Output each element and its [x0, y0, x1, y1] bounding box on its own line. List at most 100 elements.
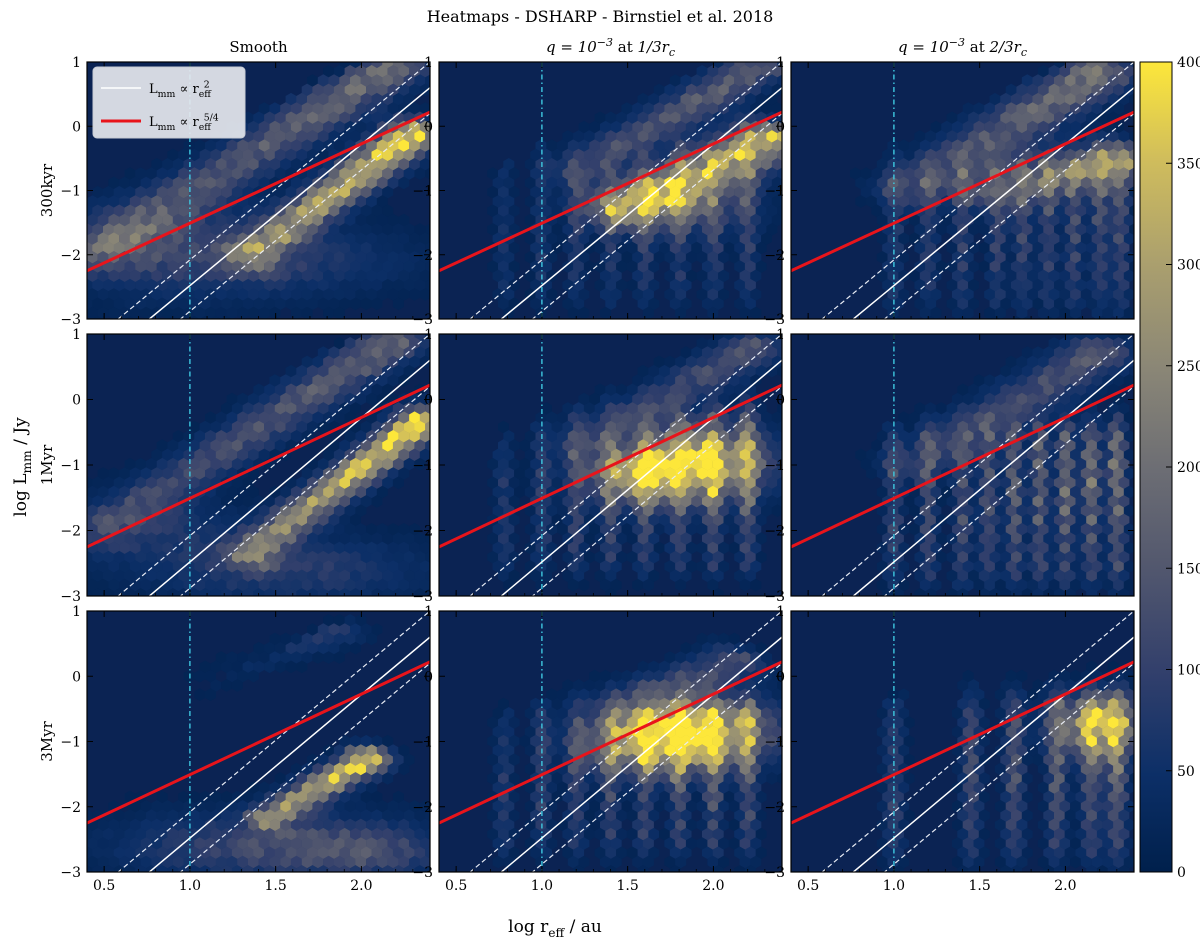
- hexbin-cell: [253, 241, 265, 255]
- hexbin-cell: [376, 232, 388, 245]
- hexbin-cell: [280, 120, 292, 134]
- hexbin-cell: [264, 846, 275, 860]
- hexbin-cell: [669, 697, 681, 711]
- hexbin-cell: [231, 260, 243, 273]
- hexbin-cell: [285, 846, 297, 860]
- hexbin-cell: [637, 734, 649, 748]
- hexbin-cell: [323, 288, 335, 301]
- hexbin-cell: [984, 251, 996, 264]
- y-tick-label: −3: [412, 589, 433, 605]
- hexbin-cell: [360, 111, 372, 125]
- hexbin-cell: [882, 439, 894, 452]
- hexbin-cell: [1080, 158, 1092, 171]
- hexbin-cell: [248, 430, 259, 443]
- hexbin-cell: [503, 269, 515, 283]
- hexbin-cell: [1075, 297, 1087, 311]
- hexbin-cell: [723, 420, 735, 434]
- hexbin-cell: [887, 430, 899, 443]
- hexbin-cell: [707, 523, 719, 536]
- hexbin-cell: [503, 523, 515, 536]
- hexbin-cell: [626, 476, 638, 490]
- hexbin-cell: [221, 495, 233, 508]
- hexbin-cell: [1032, 457, 1044, 471]
- hexbin-cell: [1059, 355, 1071, 369]
- hexbin-cell: [226, 288, 238, 301]
- hexbin-cell: [675, 541, 687, 555]
- hexbin-cell: [707, 213, 719, 227]
- hexbin-cell: [1080, 374, 1092, 387]
- hexbin-cell: [339, 260, 351, 273]
- hexbin-cell: [589, 669, 601, 683]
- hexbin-cell: [333, 523, 345, 536]
- hexbin-cell: [290, 288, 302, 301]
- hexbin-cell: [1075, 278, 1087, 292]
- hexbin-cell: [280, 139, 292, 152]
- hexbin-cell: [419, 855, 430, 869]
- hexbin-cell: [621, 669, 633, 683]
- hexbin-cell: [739, 232, 751, 245]
- hexbin-cell: [524, 213, 536, 227]
- hexbin-cell: [87, 846, 93, 860]
- hexbin-cell: [1064, 569, 1076, 583]
- hexbin-cell: [1102, 306, 1114, 319]
- hexbin-cell: [605, 772, 617, 785]
- hexbin-cell: [355, 374, 367, 387]
- hexbin-cell: [653, 688, 665, 701]
- hexbin-cell: [1043, 383, 1055, 397]
- hexbin-cell: [637, 809, 649, 822]
- hexbin-cell: [1059, 374, 1071, 387]
- hexbin-cell: [1043, 346, 1055, 359]
- hexbin-cell: [360, 185, 372, 199]
- hexbin-cell: [1113, 467, 1124, 480]
- hexbin-cell: [492, 195, 504, 208]
- hexbin-cell: [723, 167, 735, 180]
- hexbin-cell: [739, 337, 751, 350]
- hexbin-cell: [680, 74, 692, 87]
- hexbin-cell: [403, 532, 415, 545]
- hexbin-cell: [882, 569, 894, 583]
- hexbin-cell: [140, 176, 152, 190]
- hexbin-cell: [600, 485, 611, 499]
- hexbin-cell: [1027, 523, 1039, 536]
- hexbin-cell: [855, 195, 867, 208]
- hexbin-cell: [524, 485, 536, 499]
- hexbin-cell: [855, 176, 867, 190]
- hexbin-cell: [1075, 223, 1087, 236]
- hexbin-cell: [350, 420, 361, 434]
- hexbin-cell: [642, 392, 654, 406]
- hexbin-cell: [882, 297, 894, 311]
- hexbin-cell: [648, 772, 660, 785]
- hexbin-cell: [766, 457, 778, 471]
- hexbin-cell: [1123, 578, 1134, 592]
- hexbin-cell: [403, 846, 415, 860]
- hexbin-cell: [360, 223, 372, 236]
- hexbin-cell: [750, 158, 762, 171]
- hexbin-cell: [1064, 241, 1076, 255]
- hexbin-cell: [1096, 260, 1108, 273]
- hexbin-cell: [642, 411, 654, 424]
- hexbin-cell: [178, 148, 190, 162]
- hexbin-cell: [382, 532, 394, 545]
- hexbin-cell: [653, 800, 665, 813]
- hexbin-cell: [766, 130, 778, 143]
- hexbin-cell: [366, 251, 378, 264]
- hexbin-cell: [425, 846, 430, 859]
- hexbin-cell: [637, 790, 649, 804]
- hexbin-cell: [914, 439, 926, 452]
- hexbin-cell: [398, 288, 410, 301]
- hexbin-cell: [1086, 148, 1098, 162]
- hexbin-cell: [1032, 204, 1044, 218]
- hexbin-cell: [935, 550, 947, 564]
- hexbin-cell: [226, 504, 238, 517]
- hexbin-cell: [707, 269, 719, 283]
- hexbin-cell: [909, 269, 920, 283]
- hexbin-cell: [231, 846, 243, 860]
- hexbin-cell: [761, 762, 772, 776]
- hexbin-cell: [530, 297, 542, 311]
- hexbin-cell: [419, 139, 430, 152]
- hexbin-cell: [728, 195, 740, 208]
- hexbin-cell: [1043, 495, 1055, 508]
- hexbin-cell: [750, 762, 762, 776]
- hexbin-cell: [723, 241, 735, 255]
- hexbin-cell: [221, 297, 233, 311]
